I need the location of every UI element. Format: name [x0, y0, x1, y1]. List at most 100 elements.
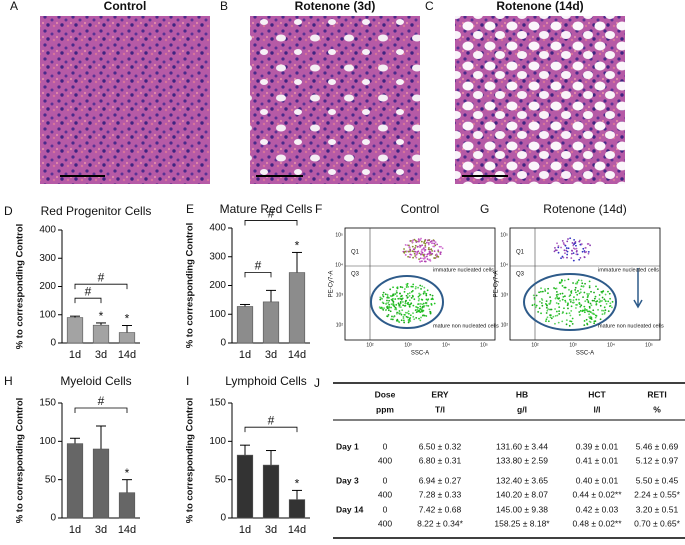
bar: [262, 464, 280, 519]
event-dot: [399, 300, 402, 303]
event-dot: [576, 253, 579, 256]
event-dot: [561, 239, 564, 242]
x-tick-label: 10⁴: [442, 342, 450, 348]
event-dot: [588, 286, 591, 289]
event-dot: [412, 256, 414, 259]
significance-star: *: [125, 466, 130, 480]
event-dot: [608, 292, 611, 295]
event-dot: [571, 242, 574, 244]
event-dot: [588, 280, 591, 283]
event-dot: [566, 250, 569, 253]
event-dot: [572, 301, 575, 304]
event-dot: [582, 247, 585, 250]
event-dot: [412, 312, 414, 315]
event-dot: [418, 239, 420, 242]
event-dot: [412, 283, 415, 286]
y-tick-label: 200: [209, 280, 226, 291]
histology-image-vacuoles: [455, 16, 625, 184]
y-axis-label: % to corresponding Control: [185, 398, 196, 524]
y-tick-label: 10²: [501, 322, 509, 328]
event-dot: [429, 310, 432, 313]
event-dot: [419, 239, 422, 241]
event-dot: [588, 284, 591, 287]
event-dot: [578, 292, 581, 295]
event-dot: [415, 285, 417, 288]
bar: [66, 317, 84, 344]
event-dot: [579, 309, 582, 312]
event-dot: [582, 296, 584, 299]
event-dot: [429, 260, 432, 262]
quadrant-label: Q1: [516, 250, 525, 256]
event-dot: [533, 297, 536, 299]
event-dot: [567, 238, 569, 240]
panel-title: Rotenone (14d): [496, 0, 583, 13]
event-dot: [420, 316, 422, 319]
event-dot: [594, 295, 597, 298]
event-dot: [575, 253, 578, 256]
event-dot: [416, 246, 419, 248]
event-dot: [583, 291, 586, 294]
event-dot: [413, 318, 416, 321]
x-tick-label: 10²: [531, 342, 539, 348]
event-dot: [408, 244, 410, 247]
event-dot: [427, 242, 430, 244]
event-dot: [533, 303, 536, 306]
event-dot: [589, 302, 592, 305]
event-dot: [580, 279, 583, 282]
event-dot: [554, 297, 557, 300]
event-dot: [417, 286, 420, 289]
event-dot: [538, 291, 541, 294]
event-dot: [579, 288, 582, 291]
event-dot: [602, 309, 605, 312]
event-dot: [413, 238, 416, 241]
event-dot: [566, 256, 568, 259]
event-dot: [577, 290, 579, 292]
event-dot: [437, 249, 440, 252]
y-tick-label: 300: [209, 251, 226, 262]
event-dot: [556, 291, 558, 293]
event-dot: [404, 244, 407, 246]
event-dot: [384, 309, 387, 312]
event-dot: [401, 286, 404, 289]
event-dot: [588, 313, 590, 316]
event-dot: [409, 316, 411, 319]
event-dot: [436, 243, 439, 246]
event-dot: [391, 315, 393, 318]
event-dot: [408, 305, 411, 308]
panel-letter: B: [220, 0, 228, 13]
event-dot: [421, 244, 424, 247]
event-dot: [598, 298, 601, 301]
event-dot: [548, 303, 551, 305]
chart-title: Lymphoid Cells: [225, 374, 307, 388]
significance-bracket: [244, 271, 272, 278]
event-dot: [399, 302, 402, 305]
event-dot: [420, 250, 423, 253]
event-dot: [561, 255, 564, 258]
event-dot: [417, 306, 419, 309]
event-dot: [422, 302, 425, 305]
event-dot: [421, 303, 424, 306]
y-tick-label: 10³: [336, 292, 344, 298]
event-dot: [607, 300, 610, 303]
event-dot: [587, 301, 590, 304]
event-dot: [591, 312, 594, 315]
y-tick-label: 100: [39, 436, 56, 447]
event-dot: [411, 250, 414, 253]
event-dot: [401, 309, 404, 312]
event-dot: [535, 304, 538, 307]
event-dot: [382, 291, 385, 294]
chart-title: Myeloid Cells: [60, 374, 131, 388]
table-cell: 0: [383, 475, 388, 485]
event-dot: [415, 253, 417, 256]
event-dot: [549, 308, 551, 311]
event-dot: [572, 259, 575, 262]
event-dot: [580, 285, 583, 288]
event-dot: [430, 240, 433, 242]
event-dot: [418, 292, 421, 295]
event-dot: [569, 314, 572, 317]
event-dot: [577, 298, 580, 301]
event-dot: [385, 302, 388, 305]
event-dot: [408, 256, 411, 259]
event-dot: [415, 256, 418, 259]
event-dot: [608, 305, 611, 308]
